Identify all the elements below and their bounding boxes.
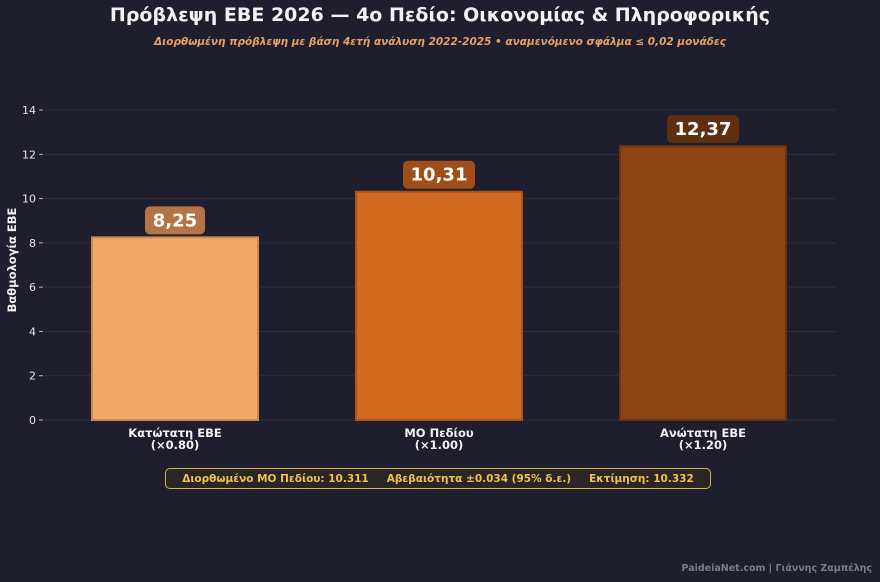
- value-label-box: [403, 160, 475, 189]
- uncertainty-text: Αβεβαιότητα ±0.034 (95% δ.ε.): [386, 472, 572, 485]
- x-tick-label: Κατώτατη ΕΒΕ: [128, 426, 222, 440]
- x-tick-sublabel: (×0.80): [151, 438, 200, 452]
- y-tick-label: 10: [22, 193, 36, 206]
- value-label: 8,25: [153, 210, 197, 231]
- chart-title: Πρόβλεψη ΕΒΕ 2026 — 4ο Πεδίο: Οικονομίας…: [109, 4, 771, 26]
- bar: [355, 190, 523, 421]
- value-label-box: [145, 206, 205, 235]
- x-tick-sublabel: (×1.00): [415, 438, 464, 452]
- bar: [619, 145, 787, 421]
- bar: [91, 236, 259, 421]
- y-tick-label: 12: [22, 148, 36, 161]
- x-tick-sublabel: (×1.20): [679, 438, 728, 452]
- estimate-text: Εκτίμηση: 10.332: [589, 472, 694, 485]
- corrected-mean-text: Διορθωμένο ΜΟ Πεδίου: 10.311: [182, 472, 369, 485]
- y-axis-label: Βαθμολογία ΕΒΕ: [5, 207, 19, 312]
- value-label: 10,31: [411, 165, 468, 186]
- y-tick-label: 8: [29, 237, 36, 250]
- y-tick-label: 0: [29, 414, 36, 427]
- value-label-box: [667, 115, 739, 144]
- chart-subtitle: Διορθωμένη πρόβλεψη με βάση 4ετή ανάλυση…: [154, 36, 726, 48]
- x-tick-label: Ανώτατη ΕΒΕ: [660, 426, 746, 440]
- value-label: 12,37: [675, 119, 732, 140]
- y-tick-label: 4: [29, 325, 36, 338]
- x-tick-label: ΜΟ Πεδίου: [404, 426, 474, 440]
- y-tick-label: 14: [22, 104, 36, 117]
- stats-box: Διορθωμένο ΜΟ Πεδίου: 10.311 Αβεβαιότητα…: [165, 468, 711, 489]
- y-tick-label: 6: [29, 281, 36, 294]
- y-tick-label: 2: [29, 370, 36, 383]
- footer-credit: PaideiaNet.com | Γιάννης Ζαμπέλης: [681, 563, 872, 574]
